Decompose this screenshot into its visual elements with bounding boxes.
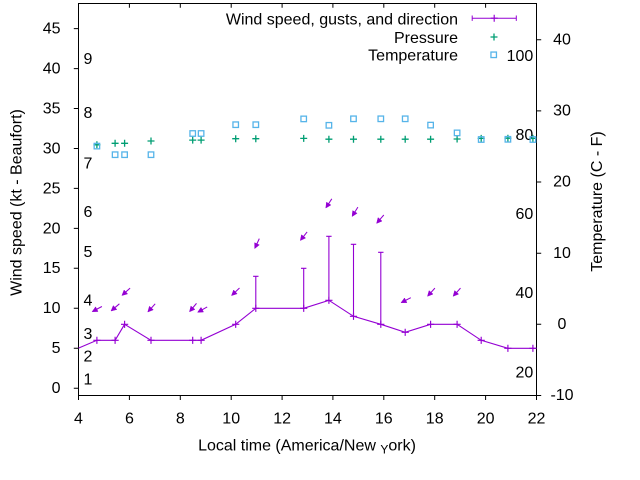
svg-text:2: 2 [84, 349, 93, 366]
svg-text:4: 4 [74, 410, 83, 427]
svg-text:22: 22 [528, 410, 546, 427]
svg-text:45: 45 [43, 21, 61, 38]
svg-text:8: 8 [176, 410, 185, 427]
svg-text:40: 40 [516, 285, 534, 302]
svg-text:40: 40 [43, 61, 61, 78]
svg-text:25: 25 [43, 180, 61, 197]
svg-text:0: 0 [52, 380, 61, 397]
svg-text:12: 12 [273, 410, 291, 427]
svg-text:10: 10 [222, 410, 240, 427]
svg-text:18: 18 [426, 410, 444, 427]
svg-text:Local time (America/New York): Local time (America/New York) [198, 438, 416, 457]
svg-text:20: 20 [553, 174, 571, 191]
svg-text:6: 6 [84, 204, 93, 221]
svg-text:20: 20 [477, 410, 495, 427]
svg-text:20: 20 [516, 364, 534, 381]
svg-text:4: 4 [84, 293, 93, 310]
svg-text:0: 0 [558, 316, 567, 333]
svg-text:10: 10 [553, 245, 571, 262]
svg-text:5: 5 [84, 244, 93, 261]
svg-text:8: 8 [84, 105, 93, 122]
svg-text:7: 7 [84, 156, 93, 173]
svg-text:80: 80 [516, 127, 534, 144]
svg-text:40: 40 [553, 31, 571, 48]
svg-text:10: 10 [43, 300, 61, 317]
svg-text:100: 100 [507, 48, 534, 65]
svg-text:Temperature: Temperature [368, 47, 458, 64]
svg-text:16: 16 [375, 410, 393, 427]
svg-text:9: 9 [84, 51, 93, 68]
svg-text:35: 35 [43, 100, 61, 117]
svg-text:Temperature (C - F): Temperature (C - F) [589, 131, 606, 271]
svg-text:15: 15 [43, 260, 61, 277]
svg-text:5: 5 [52, 340, 61, 357]
svg-text:30: 30 [553, 103, 571, 120]
svg-text:-10: -10 [550, 387, 573, 404]
svg-text:60: 60 [516, 206, 534, 223]
svg-text:3: 3 [84, 326, 93, 343]
svg-text:30: 30 [43, 140, 61, 157]
svg-text:Wind speed, gusts, and directi: Wind speed, gusts, and direction [226, 11, 458, 28]
svg-text:Wind speed (kt - Beaufort): Wind speed (kt - Beaufort) [9, 109, 26, 296]
svg-text:20: 20 [43, 220, 61, 237]
svg-text:14: 14 [324, 410, 342, 427]
svg-text:1: 1 [84, 372, 93, 389]
svg-text:Pressure: Pressure [394, 30, 458, 47]
svg-text:6: 6 [125, 410, 134, 427]
